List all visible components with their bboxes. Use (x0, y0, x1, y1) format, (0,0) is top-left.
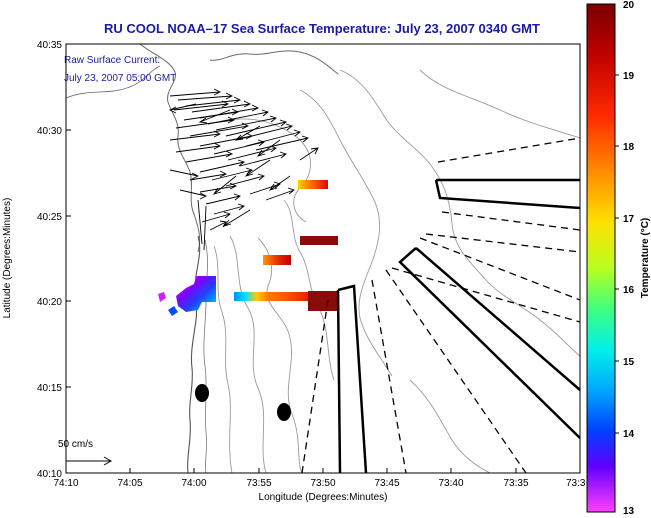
bathy-contour-3 (257, 237, 303, 474)
map-title: RU COOL NOAA–17 Sea Surface Temperature:… (104, 21, 540, 36)
x-axis: 74:10 74:05 74:00 73:55 73:50 73:45 73:4… (53, 468, 586, 503)
coastline-land-edge (209, 50, 339, 75)
x-tick-label: 74:05 (117, 478, 142, 489)
current-time: July 23, 2007 05:00 GMT (64, 73, 176, 84)
y-tick-label: 40:25 (37, 212, 62, 223)
coastline-north (139, 43, 201, 253)
x-tick-label: 74:00 (181, 478, 206, 489)
colorbar-tick: 13 (623, 506, 635, 517)
bathy-contour-shelf (339, 69, 581, 357)
marker-blob-1 (195, 384, 209, 402)
colorbar-tick: 20 (623, 0, 635, 11)
y-tick-label: 40:15 (37, 383, 62, 394)
sst-patch-north (298, 180, 328, 189)
scale-vector-arrow (66, 456, 113, 466)
coastline-jersey (187, 235, 201, 474)
x-tick-label: 73:55 (246, 478, 271, 489)
sst-shore-speck-2 (168, 306, 178, 316)
colorbar-tick: 17 (623, 214, 635, 225)
scale-vector-label: 50 cm/s (58, 439, 93, 450)
shipping-lane-east (434, 178, 581, 210)
bathy-contour-2 (229, 235, 267, 474)
sst-band (234, 292, 310, 301)
bathy-contour-1 (213, 245, 233, 474)
shipping-lanes (336, 178, 581, 474)
y-tick-label: 40:35 (37, 40, 62, 51)
bathy-contour-north (229, 118, 311, 223)
y-tick-label: 40:20 (37, 297, 62, 308)
y-tick-label: 40:30 (37, 126, 62, 137)
shipping-lane-southeast (398, 247, 581, 439)
sst-patch-center (263, 255, 291, 265)
y-axis: 40:35 40:30 40:25 40:20 40:15 40:10 Lati… (2, 40, 71, 480)
sst-patch-mid (300, 236, 338, 245)
map-content: 50 cm/s Raw Surface Current: July 23, 20… (58, 43, 581, 474)
sst-patches (158, 180, 338, 316)
colorbar-gradient (586, 3, 616, 513)
surface-current-vectors (168, 88, 319, 251)
x-tick-label: 73:45 (374, 478, 399, 489)
coastline-inlet (65, 65, 161, 99)
sst-patch-dark (308, 291, 338, 311)
sst-shore-patch (176, 276, 216, 312)
colorbar-label: Temperature (°C) (640, 218, 651, 299)
colorbar-tick: 19 (623, 71, 635, 82)
current-label: Raw Surface Current: (64, 55, 160, 66)
y-tick-label: 40:10 (37, 469, 62, 480)
shipping-lane-south (336, 284, 368, 474)
x-tick-label: 73:40 (438, 478, 463, 489)
x-tick-label: 74:10 (53, 478, 78, 489)
colorbar: 20 19 18 17 16 15 14 13 Temperature (°C) (586, 0, 651, 517)
traffic-lines-dashed (301, 137, 581, 474)
bathy-contour-4 (283, 199, 335, 381)
x-tick-label: 73:3 (566, 478, 586, 489)
bathy-contour-south (409, 379, 491, 474)
colorbar-tick: 18 (623, 142, 635, 153)
colorbar-tick: 14 (623, 429, 635, 440)
marker-blob-2 (277, 403, 291, 421)
bathy-contour-east (419, 69, 581, 139)
map-frame (65, 43, 581, 474)
colorbar-tick: 16 (623, 285, 635, 296)
bathy-contour-channel (299, 89, 393, 377)
y-axis-label: Latitude (Degrees:Minutes) (2, 198, 13, 319)
x-tick-label: 73:35 (503, 478, 528, 489)
x-tick-label: 73:50 (310, 478, 335, 489)
x-axis-label: Longitude (Degrees:Minutes) (259, 492, 388, 503)
colorbar-tick: 15 (623, 357, 635, 368)
sst-shore-speck (158, 292, 166, 302)
